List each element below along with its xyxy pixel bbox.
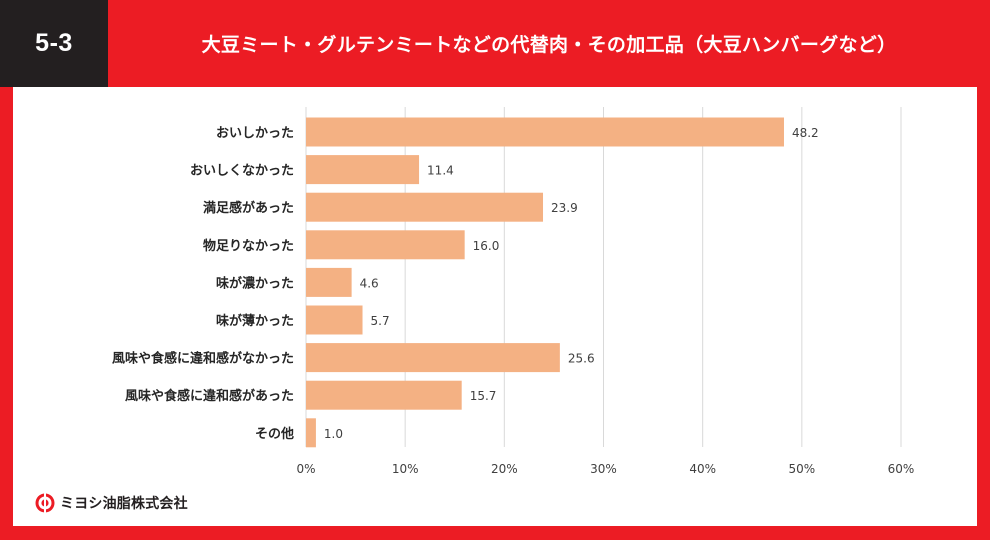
value-label: 48.2: [792, 126, 819, 140]
miyoshi-logo-icon: [35, 492, 55, 514]
category-label: おいしかった: [216, 126, 294, 141]
section-number-badge: 5-3: [0, 0, 108, 87]
value-label: 23.9: [551, 201, 578, 215]
bar: [306, 380, 462, 410]
bar-chart: 0% 10% 20% 30% 40% 50% 60% おいしかった 48.2 おいしくなかった 11…: [112, 107, 915, 476]
category-label: 味が濃かった: [216, 275, 294, 291]
category-label: 風味や食感に違和感があった: [125, 388, 294, 404]
category-label: おいしくなかった: [190, 164, 294, 179]
bar: [306, 192, 544, 222]
x-tick-label: 60%: [888, 462, 915, 476]
value-label: 1.0: [324, 427, 343, 441]
x-tick-label: 10%: [392, 462, 419, 476]
x-tick-label: 30%: [590, 462, 617, 476]
bar: [306, 418, 316, 448]
value-label: 15.7: [470, 389, 497, 403]
bar: [306, 230, 465, 260]
bar: [306, 155, 420, 185]
value-label: 11.4: [427, 164, 454, 178]
bar: [306, 117, 784, 147]
brand-name: ミヨシ油脂株式会社: [60, 496, 188, 512]
x-tick-label: 0%: [296, 462, 315, 476]
bar: [306, 267, 352, 297]
bar: [306, 305, 363, 335]
x-tick-label: 40%: [689, 462, 716, 476]
value-label: 16.0: [473, 239, 500, 253]
value-label: 4.6: [360, 276, 379, 290]
category-label: 満足感があった: [203, 200, 294, 216]
bar: [306, 343, 560, 373]
category-label: 味が薄かった: [216, 313, 294, 329]
chart-panel: 0% 10% 20% 30% 40% 50% 60% おいしかった 48.2 おいしくなかった 11…: [13, 87, 977, 526]
category-label: 物足りなかった: [203, 238, 294, 254]
value-label: 25.6: [568, 352, 595, 366]
brand-footer: ミヨシ油脂株式会社: [34, 491, 188, 515]
category-label: その他: [255, 426, 294, 442]
chart-title: 大豆ミート・グルテンミートなどの代替肉・その加工品（大豆ハンバーグなど）: [201, 34, 897, 56]
x-tick-label: 20%: [491, 462, 518, 476]
value-label: 5.7: [371, 314, 390, 328]
category-label: 風味や食感に違和感がなかった: [112, 351, 294, 367]
x-tick-label: 50%: [788, 462, 815, 476]
